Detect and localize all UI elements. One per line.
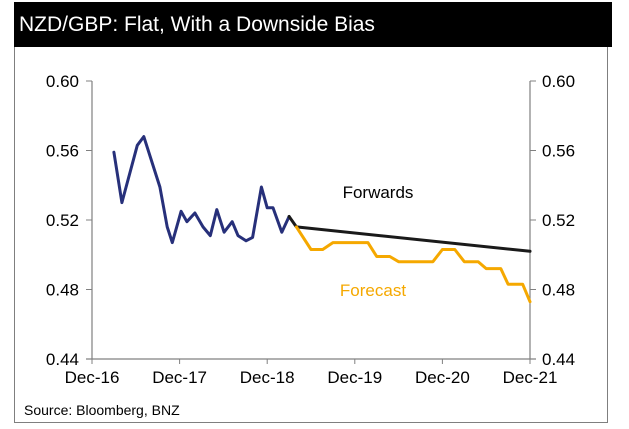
y-tick-label-left: 0.52 xyxy=(46,211,79,230)
ticks: 0.60 0.60 0.56 0.56 0.52 0.52 0.48 0.48 0.44 0.44… xyxy=(46,72,575,387)
x-tick-label: Dec-18 xyxy=(240,368,295,387)
x-tick-label: Dec-16 xyxy=(65,368,120,387)
y-tick-label-right: 0.60 xyxy=(542,72,575,91)
series-forecast-line xyxy=(294,225,532,304)
forecast-label: Forecast xyxy=(340,281,406,300)
chart-panel xyxy=(14,47,608,423)
y-tick-label-right: 0.52 xyxy=(542,211,575,230)
x-tick-label: Dec-20 xyxy=(415,368,470,387)
x-tick-label: Dec-17 xyxy=(152,368,207,387)
y-tick-label-left: 0.56 xyxy=(46,142,79,161)
y-tick-label-right: 0.56 xyxy=(542,142,575,161)
y-tick-label-right: 0.44 xyxy=(542,350,575,369)
forwards-label: Forwards xyxy=(343,183,414,202)
y-tick-label-right: 0.48 xyxy=(542,281,575,300)
chart-title: NZD/GBP: Flat, With a Downside Bias xyxy=(14,2,612,47)
y-tick-label-left: 0.60 xyxy=(46,72,79,91)
axes xyxy=(86,81,536,360)
source-note: Source: Bloomberg, BNZ xyxy=(24,402,180,418)
series-actual-line xyxy=(112,135,291,245)
y-tick-label-left: 0.44 xyxy=(46,350,79,369)
x-tick-label: Dec-19 xyxy=(327,368,382,387)
x-tick-label: Dec-21 xyxy=(503,368,558,387)
y-tick-label-left: 0.48 xyxy=(46,281,79,300)
series-lines xyxy=(112,135,532,304)
